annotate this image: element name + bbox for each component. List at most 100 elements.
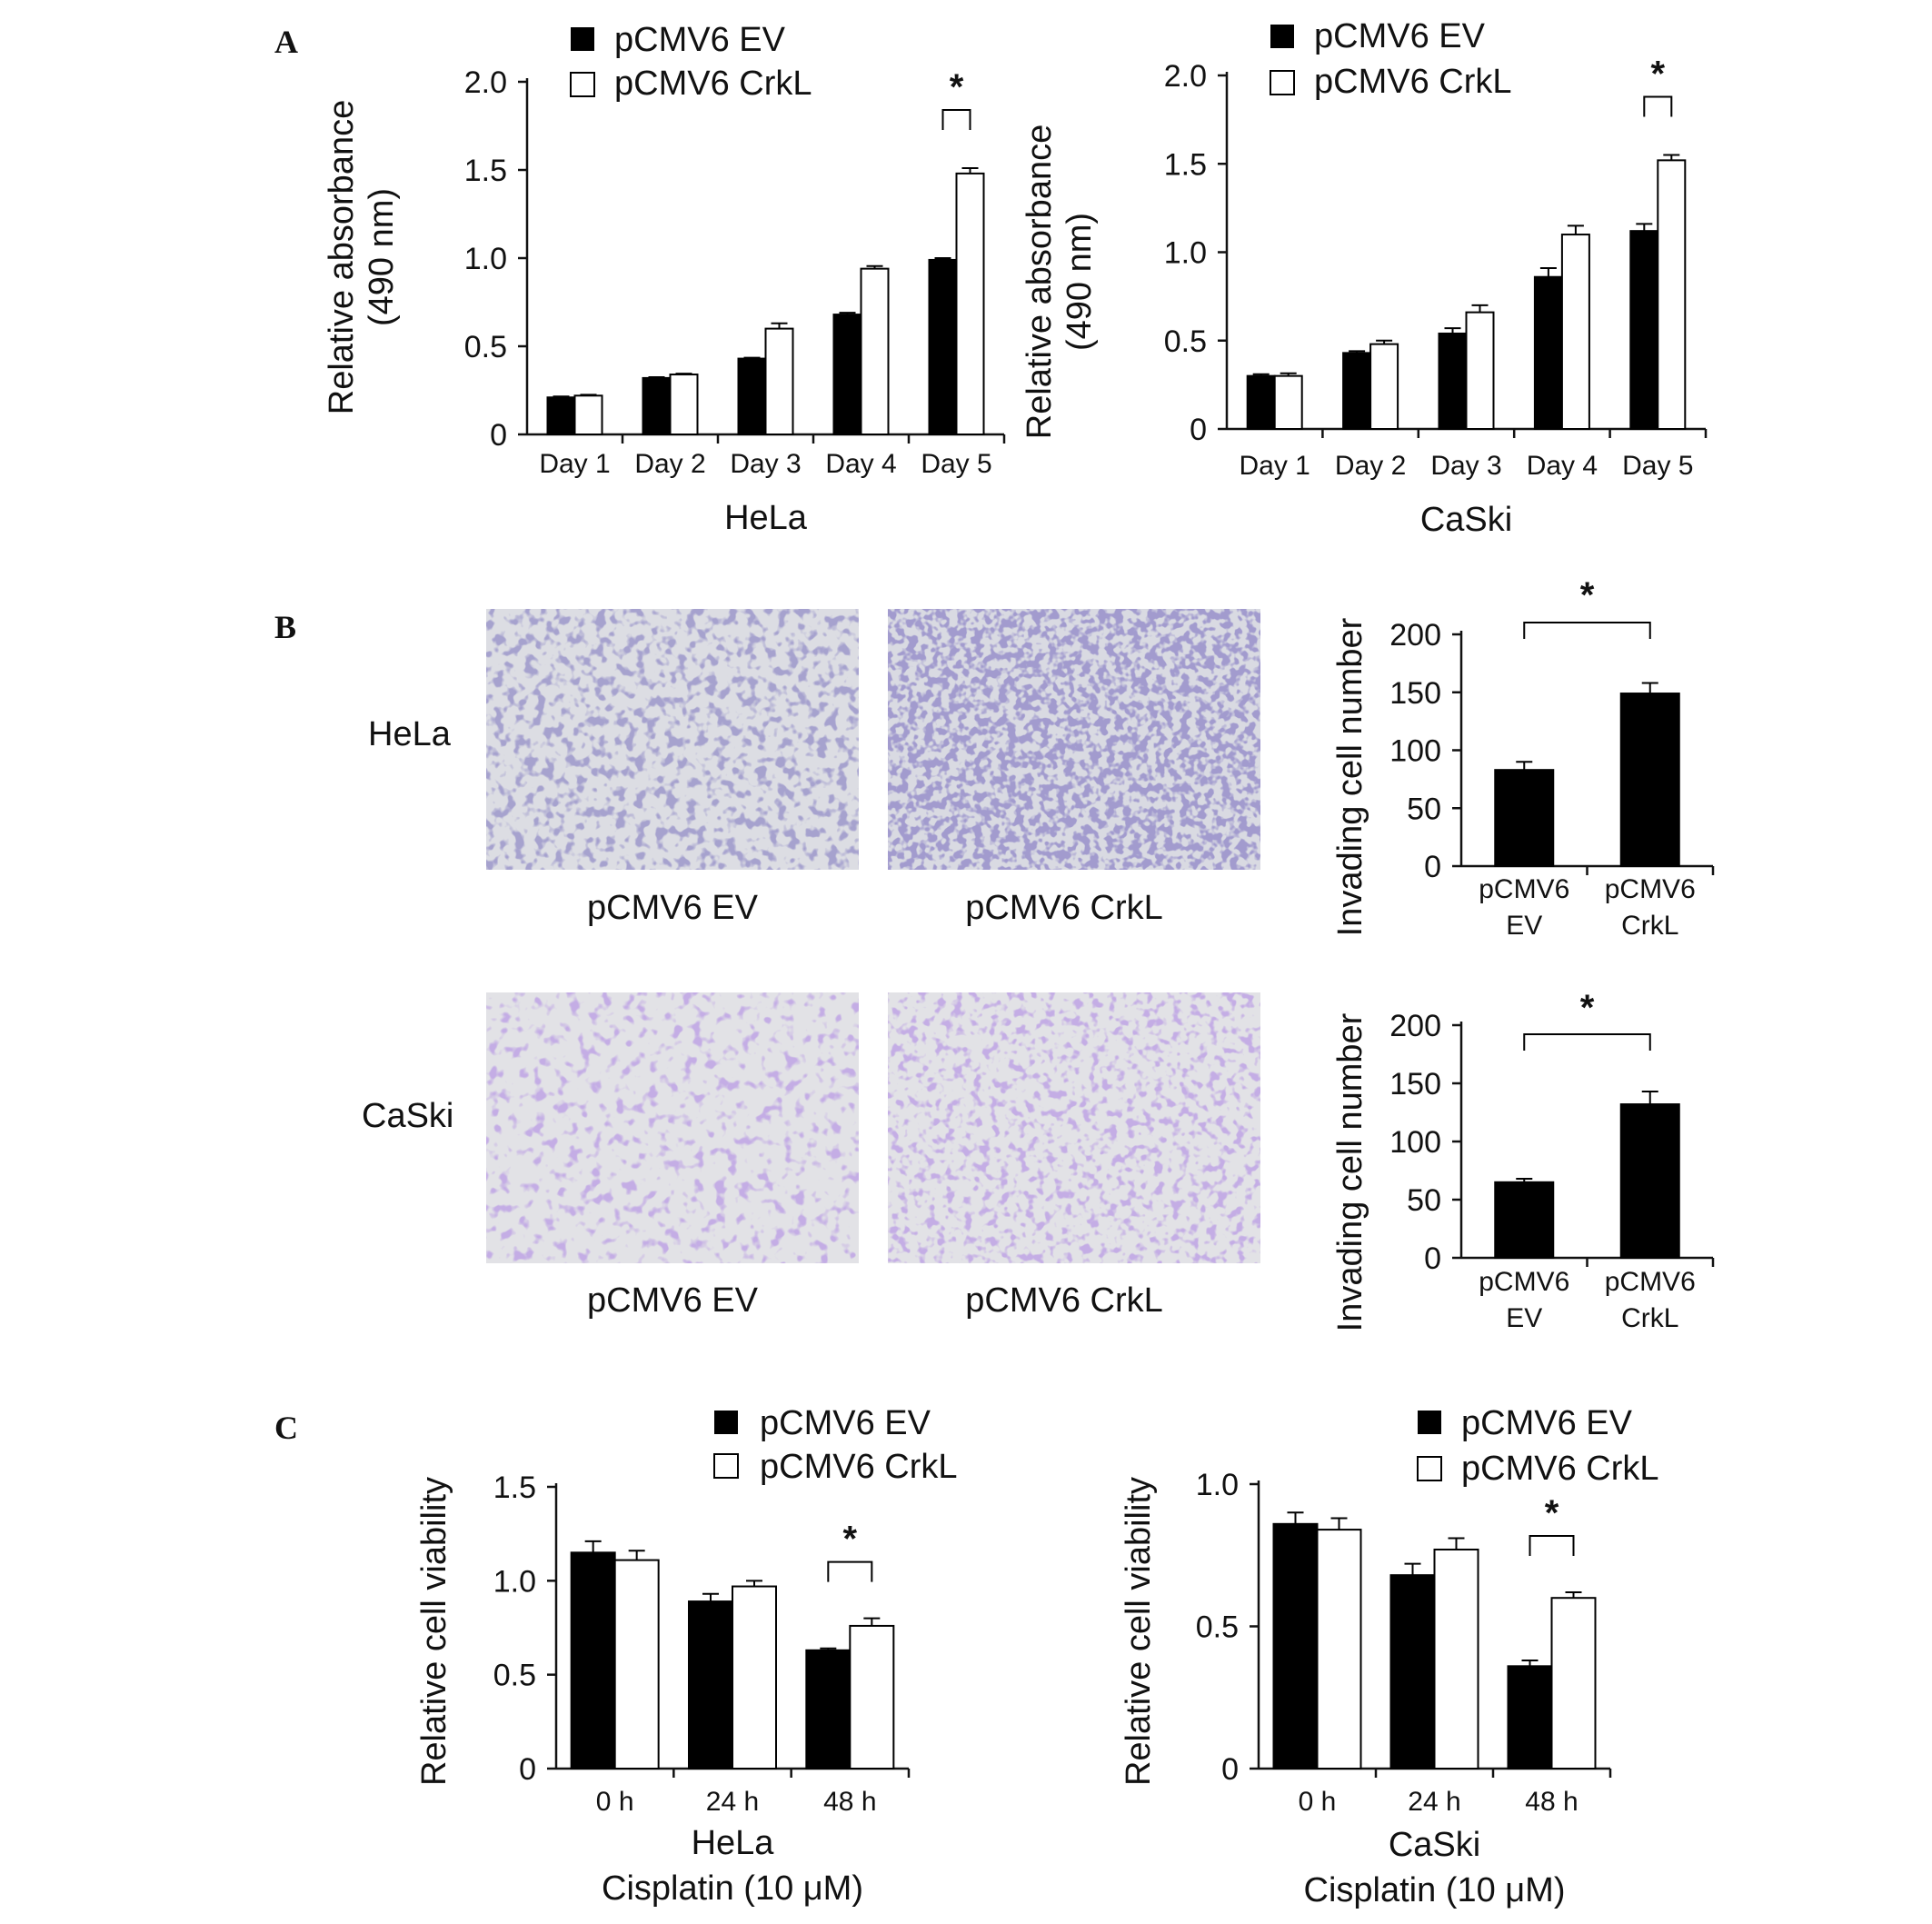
y-tick-label: 0 [1424,850,1441,884]
legend-label-ev: pCMV6 EV [1314,17,1486,55]
bar-crkl [1657,159,1687,431]
significance-star: * [843,1520,858,1560]
bar-ev [1438,332,1468,430]
panel-label-a: A [274,24,298,60]
bar-ev [1533,275,1563,431]
bar-ev [805,1649,851,1770]
bar-crkl [732,1585,777,1769]
bar-ev [1246,374,1276,430]
y-tick-label: 0 [490,418,507,453]
y-tick-label: 0.5 [493,1659,536,1693]
significance-star: * [1580,988,1595,1028]
x-axis-label: HeLa [724,499,808,537]
x-tick-label: 48 h [1525,1787,1578,1817]
caption-caski-crkl: pCMV6 CrkL [965,1281,1163,1320]
chart-c-hela: 0 0.5 1.0 1.5 0 h 24 h 48 h * Relative cell viab… [415,1470,911,1908]
legend-label-crkl: pCMV6 CrkL [1314,63,1512,101]
bar [1494,1181,1555,1260]
x-tick-label: Day 3 [1430,451,1501,481]
y-tick-label: 200 [1389,1009,1441,1043]
bar [1619,693,1680,868]
x-tick-label: 24 h [706,1787,759,1817]
y-axis-label: (490 nm) [363,188,401,326]
legend-a-caski: pCMV6 EV pCMV6 CrkL [1270,17,1512,101]
bar-ev [1629,230,1659,430]
significance-bracket [1529,1534,1575,1556]
y-tick-label: 50 [1407,1183,1441,1218]
x-tick-label: CrkL [1621,1303,1678,1333]
y-axis-label: (490 nm) [1061,213,1099,351]
y-axis-label: Invading cell number [1331,617,1369,936]
bar-ev [546,396,576,436]
micrograph-hela-crkl [888,609,1260,870]
y-axis-label: Invading cell number [1331,1012,1369,1331]
bar [1619,1103,1680,1260]
y-tick-label: 1.5 [1164,147,1207,182]
bar-crkl [1465,311,1495,430]
y-tick-label: 50 [1407,792,1441,826]
y-tick-label: 1.0 [1164,236,1207,271]
row-label-hela: HeLa [368,715,452,753]
chart-b-caski: 0 50 100 150 200 pCMV6 EV pCMV6 CrkL * Invading ce… [1331,988,1715,1333]
legend-label-crkl: pCMV6 CrkL [1461,1450,1659,1488]
bar [1494,769,1555,867]
significance-bracket [827,1560,873,1582]
y-tick-label: 1.0 [493,1564,536,1599]
y-tick-label: 150 [1389,676,1441,711]
bar-crkl [764,327,794,436]
x-tick-label: EV [1506,1303,1542,1333]
legend-label-ev: pCMV6 EV [1461,1404,1633,1442]
caption-hela-ev: pCMV6 EV [587,889,759,927]
y-tick-label: 2.0 [464,65,507,100]
bar-crkl [573,394,603,436]
chart-a-caski: 0 0.5 1.0 1.5 2.0 Day 1 Day 2 Day 3 Day 4 Day 5 * R… [1021,55,1708,539]
y-tick-label: 0 [519,1752,536,1787]
bar-ev [1272,1522,1319,1769]
x-tick-label: pCMV6 [1479,874,1569,904]
caption-hela-crkl: pCMV6 CrkL [965,889,1163,927]
x-tick-label: 48 h [823,1787,876,1817]
bar-ev [1389,1574,1436,1770]
y-axis-label: Relative cell viability [1120,1477,1158,1786]
x-axis-label: CaSki [1420,501,1512,539]
x-axis-label: Cisplatin (10 μM) [602,1869,863,1908]
y-tick-label: 1.0 [464,242,507,276]
y-tick-label: 0 [1424,1241,1441,1276]
significance-star: * [1545,1493,1559,1533]
legend-c-hela: pCMV6 EV pCMV6 CrkL [713,1404,958,1486]
micrograph-hela-ev [486,609,859,870]
y-tick-label: 0.5 [1196,1610,1239,1645]
bar-crkl [1433,1548,1479,1769]
y-tick-label: 0.5 [464,330,507,364]
y-tick-label: 100 [1389,1125,1441,1160]
bar-crkl [955,172,985,435]
chart-b-hela: 0 50 100 150 200 pCMV6 EV pCMV6 CrkL * Invading ce… [1331,575,1715,941]
panel-label-c: C [274,1410,298,1446]
legend-label-crkl: pCMV6 CrkL [760,1448,958,1486]
y-tick-label: 0.5 [1164,324,1207,359]
legend-swatch-crkl [713,1453,739,1479]
bar-crkl [860,267,890,436]
y-tick-label: 1.5 [464,154,507,188]
y-tick-label: 150 [1389,1067,1441,1102]
panel-label-b: B [274,609,296,645]
chart-c-caski: 0 0.5 1.0 0 h 24 h 48 h * Relative cell viabili… [1120,1468,1612,1909]
x-tick-label: Day 5 [921,449,991,479]
bar-crkl [1550,1597,1597,1769]
y-tick-label: 1.5 [493,1470,536,1505]
x-tick-label: 0 h [596,1787,634,1817]
chart-a-hela: 0 0.5 1.0 1.5 2.0 Day 1 Day 2 Day 3 Day 4 Day 5 * R… [323,65,1006,537]
x-tick-label: 24 h [1408,1787,1460,1817]
legend-swatch-crkl [570,72,595,97]
legend-swatch-crkl [1270,70,1295,95]
x-tick-label: Day 1 [1240,451,1310,481]
bar-ev [737,357,767,435]
x-tick-label: CrkL [1621,911,1678,941]
legend-swatch-ev [1418,1411,1441,1434]
row-label-caski: CaSki [362,1097,453,1135]
y-axis-label: Relative absorbance [323,100,361,414]
bar-crkl [1316,1529,1362,1769]
y-tick-label: 100 [1389,734,1441,769]
legend-swatch-ev [714,1411,738,1434]
bar-ev [1507,1665,1553,1769]
